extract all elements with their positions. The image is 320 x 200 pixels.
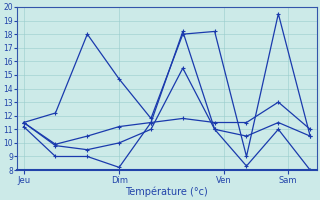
X-axis label: Température (°c): Température (°c) [125, 186, 208, 197]
